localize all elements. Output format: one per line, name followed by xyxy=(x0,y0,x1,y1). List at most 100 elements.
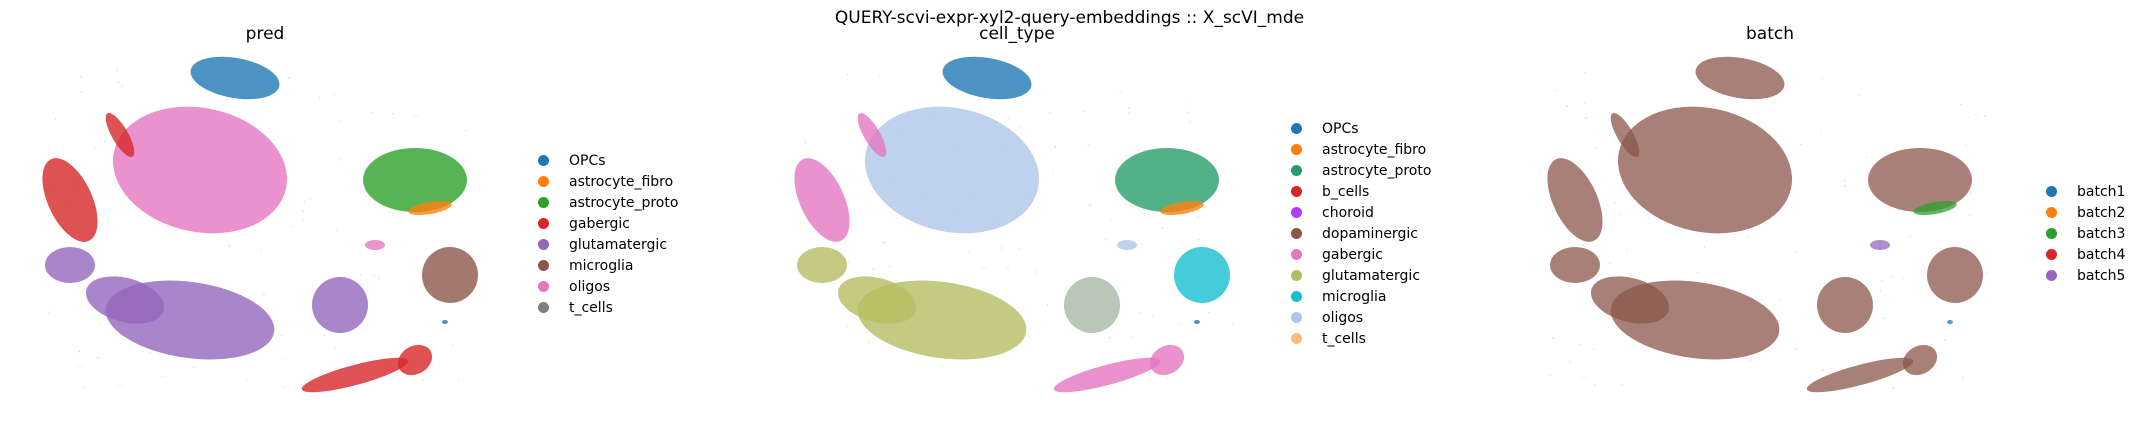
background-point xyxy=(118,81,120,83)
background-point xyxy=(1151,315,1154,317)
cluster-gaba4 xyxy=(1902,344,1938,376)
background-point xyxy=(47,311,50,313)
background-point xyxy=(1108,336,1111,339)
cluster-astro xyxy=(363,148,467,212)
legend-item: t_cells xyxy=(538,297,678,318)
background-point xyxy=(1207,311,1210,314)
cluster-fibro xyxy=(1160,200,1204,216)
background-point xyxy=(1619,213,1621,216)
cluster-olig xyxy=(864,106,1040,234)
background-point xyxy=(1139,312,1141,314)
background-point xyxy=(1582,244,1584,246)
background-point xyxy=(1128,106,1130,109)
background-point xyxy=(940,364,943,367)
background-point xyxy=(847,326,849,329)
background-point xyxy=(302,219,305,221)
legend-marker xyxy=(2046,249,2057,260)
background-point xyxy=(1949,324,1951,326)
background-point xyxy=(1703,246,1706,248)
background-point xyxy=(97,356,99,359)
background-point xyxy=(284,386,286,388)
cluster-glut4 xyxy=(1064,277,1120,333)
background-point xyxy=(228,245,231,247)
background-point xyxy=(1746,236,1749,238)
background-point xyxy=(452,344,454,347)
background-point xyxy=(421,379,424,381)
legend-item: oligos xyxy=(538,276,678,297)
background-point xyxy=(167,225,169,228)
background-point xyxy=(1959,103,1962,106)
background-point xyxy=(848,260,850,263)
cluster-fibro xyxy=(1913,200,1957,216)
legend-item: choroid xyxy=(1291,202,1431,223)
cluster-gaba2 xyxy=(1610,112,1640,158)
background-point xyxy=(872,268,874,270)
legend-batch: batch1 batch2 batch3 batch4 batch5 xyxy=(2046,181,2125,286)
background-point xyxy=(1130,204,1132,207)
background-point xyxy=(1795,251,1797,253)
cluster-opc xyxy=(190,56,280,100)
legend-pred: OPCs astrocyte_fibro astrocyte_proto gaberg… xyxy=(538,150,678,318)
cluster-olig xyxy=(1617,106,1793,234)
background-point xyxy=(359,273,362,276)
background-point xyxy=(1621,384,1623,386)
legend-marker xyxy=(1291,165,1302,176)
legend-label: t_cells xyxy=(569,299,613,316)
background-point xyxy=(1119,91,1121,93)
cluster-gaba4 xyxy=(1149,344,1185,376)
panel-title-batch: batch xyxy=(1746,24,1794,44)
background-point xyxy=(1944,339,1946,341)
legend-item: t_cells xyxy=(1291,328,1431,349)
legend-marker xyxy=(1291,207,1302,218)
cluster-gaba1 xyxy=(794,158,850,242)
background-point xyxy=(1083,110,1086,113)
cluster-gaba5 xyxy=(365,240,385,250)
legend-marker xyxy=(1291,270,1302,281)
cluster-micro xyxy=(422,247,478,303)
legend-label: batch3 xyxy=(2077,225,2126,242)
legend-item: dopaminergic xyxy=(1291,223,1431,244)
background-point xyxy=(1549,374,1552,376)
background-point xyxy=(245,378,248,381)
legend-marker xyxy=(538,218,549,229)
background-point xyxy=(888,265,891,267)
legend-item: oligos xyxy=(1291,307,1431,328)
legend-item: astrocyte_fibro xyxy=(1291,139,1431,160)
cluster-astro xyxy=(1868,148,1972,212)
background-point xyxy=(121,85,124,87)
legend-label: glutamatergic xyxy=(1322,267,1421,284)
legend-item: batch2 xyxy=(2046,202,2125,223)
background-point xyxy=(1794,347,1797,350)
background-point xyxy=(1609,262,1611,264)
background-point xyxy=(1197,238,1200,241)
background-point xyxy=(1594,147,1597,149)
legend-marker xyxy=(2046,186,2057,197)
background-point xyxy=(1969,214,1971,217)
legend-label: batch1 xyxy=(2077,183,2126,200)
background-point xyxy=(1089,204,1091,206)
cluster-gaba4 xyxy=(397,344,433,376)
background-point xyxy=(80,91,83,93)
cluster-fibro xyxy=(408,200,452,216)
background-point xyxy=(1844,185,1846,187)
background-point xyxy=(846,73,849,76)
cluster-gaba1 xyxy=(42,158,98,242)
background-point xyxy=(1036,271,1038,273)
background-point xyxy=(260,248,262,251)
legend-label: microglia xyxy=(1322,288,1387,305)
legend-marker xyxy=(1291,333,1302,344)
background-point xyxy=(1128,112,1130,114)
background-point xyxy=(457,379,460,382)
legend-marker xyxy=(538,260,549,271)
legend-item: OPCs xyxy=(538,150,678,171)
background-point xyxy=(1178,324,1180,326)
background-point xyxy=(1569,361,1571,363)
background-point xyxy=(161,375,164,377)
legend-marker xyxy=(538,176,549,187)
legend-label: t_cells xyxy=(1322,330,1366,347)
background-point xyxy=(1049,112,1052,114)
background-point xyxy=(1613,202,1616,204)
background-point xyxy=(78,351,80,353)
background-point xyxy=(983,267,985,269)
scatter-plot-cell-type xyxy=(794,56,1234,393)
